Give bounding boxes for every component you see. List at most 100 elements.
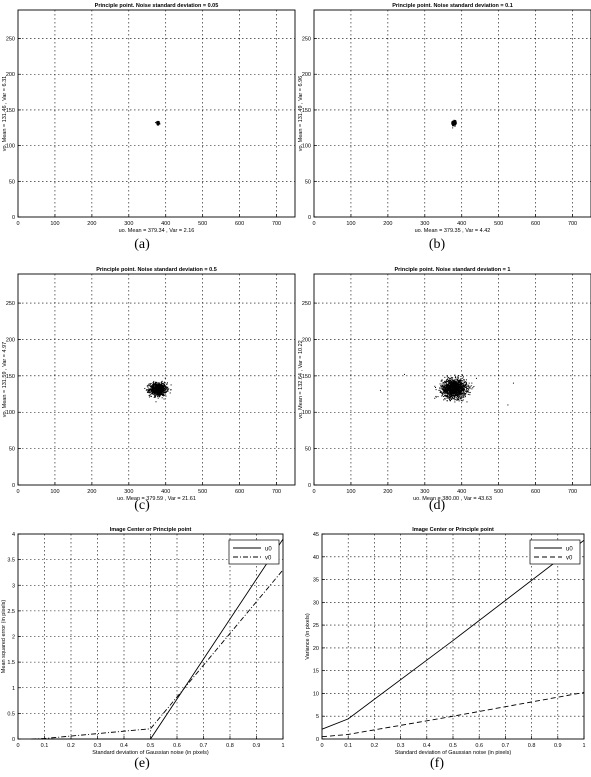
legend-label: v0	[265, 556, 272, 562]
scatter-point	[163, 392, 164, 393]
scatter-point	[462, 400, 463, 401]
panel-c: 0 100 200 300 400 500 600 700 0 50 100 150 200 250 Pri…	[0, 262, 295, 520]
scatter-point	[460, 394, 461, 395]
line-chart-e: 0 0.1 0.2 0.3 0.4 0.5 0.6 0.7 0.8 0.9 100.511.522.…	[0, 520, 295, 777]
scatter-point	[454, 375, 455, 376]
scatter-point	[449, 387, 450, 388]
scatter-point	[452, 123, 453, 124]
x-tick-label: 0.4	[120, 743, 128, 749]
x-tick-label: 200	[87, 221, 96, 227]
y-tick-label: 1.5	[7, 660, 15, 666]
y-tick-label: 20	[313, 646, 319, 652]
y-tick-label: 1	[12, 686, 15, 692]
scatter-point	[449, 378, 450, 379]
scatter-point	[466, 382, 467, 383]
scatter-point	[156, 121, 157, 122]
x-tick-label: 0.6	[475, 743, 483, 749]
panel-d: 0 100 200 300 400 500 600 700 0 50 100 150 200 250 Pri…	[296, 262, 591, 520]
scatter-point	[451, 385, 452, 386]
x-tick-label: 0.4	[423, 743, 431, 749]
x-tick-label: 0	[16, 489, 19, 495]
scatter-point	[156, 390, 157, 391]
scatter-point	[166, 391, 167, 392]
scatter-point	[459, 384, 460, 385]
scatter-point	[165, 388, 166, 389]
caption-e: (e)	[112, 756, 172, 772]
scatter-point	[457, 399, 458, 400]
scatter-point	[442, 389, 443, 390]
scatter-point	[449, 381, 450, 382]
grid	[18, 10, 295, 217]
scatter-point	[454, 124, 455, 125]
x-tick-label: 0	[320, 743, 323, 749]
scatter-chart-b: 0 100 200 300 400 500 600 700050100150200250Pri…	[296, 0, 591, 262]
scatter-point	[166, 389, 167, 390]
y-tick-label: 10	[313, 691, 319, 697]
grid	[18, 274, 295, 485]
y-tick-label: 50	[9, 179, 15, 185]
scatter-chart-a: 0 100 200 300 400 500 600 700050100150200250Pri…	[0, 0, 295, 262]
scatter-point	[449, 390, 450, 391]
scatter-point	[462, 374, 463, 375]
x-tick-label: 0.1	[41, 743, 49, 749]
series-line-v0	[31, 570, 283, 739]
y-tick-label: 250	[302, 37, 311, 43]
scatter-point	[167, 382, 168, 383]
scatter-outlier	[507, 404, 508, 405]
scatter-point	[155, 122, 156, 123]
scatter-point	[448, 384, 449, 385]
scatter-point	[453, 120, 454, 121]
scatter-point	[447, 375, 448, 376]
x-tick-label: 0.2	[67, 743, 75, 749]
scatter-point	[153, 382, 154, 383]
scatter-point	[460, 389, 461, 390]
scatter-point	[158, 394, 159, 395]
scatter-point	[148, 387, 149, 388]
y-axis-label: Variance (in pixels)	[305, 613, 311, 660]
scatter-point	[149, 385, 150, 386]
scatter-point	[171, 384, 172, 385]
scatter-point	[150, 384, 151, 385]
scatter-point	[446, 379, 447, 380]
scatter-point	[153, 384, 154, 385]
scatter-point	[148, 389, 149, 390]
scatter-point	[460, 383, 461, 384]
scatter-point	[459, 388, 460, 389]
scatter-point	[446, 383, 447, 384]
scatter-point	[458, 397, 459, 398]
scatter-point	[463, 392, 464, 393]
scatter-point	[464, 387, 465, 388]
scatter-point	[460, 385, 461, 386]
scatter-point	[453, 392, 454, 393]
scatter-point	[458, 381, 459, 382]
scatter-point	[441, 381, 442, 382]
scatter-point	[457, 398, 458, 399]
y-tick-label: 250	[302, 301, 311, 307]
x-tick-label: 300	[124, 489, 133, 495]
scatter-point	[154, 393, 155, 394]
scatter-point	[467, 401, 468, 402]
scatter-point	[456, 388, 457, 389]
y-tick-label: 35	[313, 578, 319, 584]
legend-label: u0	[566, 547, 573, 553]
scatter-point	[458, 375, 459, 376]
scatter-point	[164, 391, 165, 392]
x-tick-label: 0	[312, 489, 315, 495]
scatter-cluster	[144, 378, 171, 403]
scatter-point	[156, 385, 157, 386]
scatter-point	[459, 392, 460, 393]
scatter-point	[455, 377, 456, 378]
x-tick-label: 0.3	[397, 743, 405, 749]
scatter-point	[446, 381, 447, 382]
scatter-point	[456, 397, 457, 398]
scatter-point	[462, 384, 463, 385]
scatter-point	[449, 395, 450, 396]
scatter-point	[444, 384, 445, 385]
caption-f: (f)	[407, 756, 467, 772]
scatter-point	[149, 383, 150, 384]
scatter-point	[461, 396, 462, 397]
scatter-point	[455, 391, 456, 392]
scatter-point	[149, 389, 150, 390]
y-tick-label: 0	[316, 737, 319, 743]
scatter-point	[447, 390, 448, 391]
